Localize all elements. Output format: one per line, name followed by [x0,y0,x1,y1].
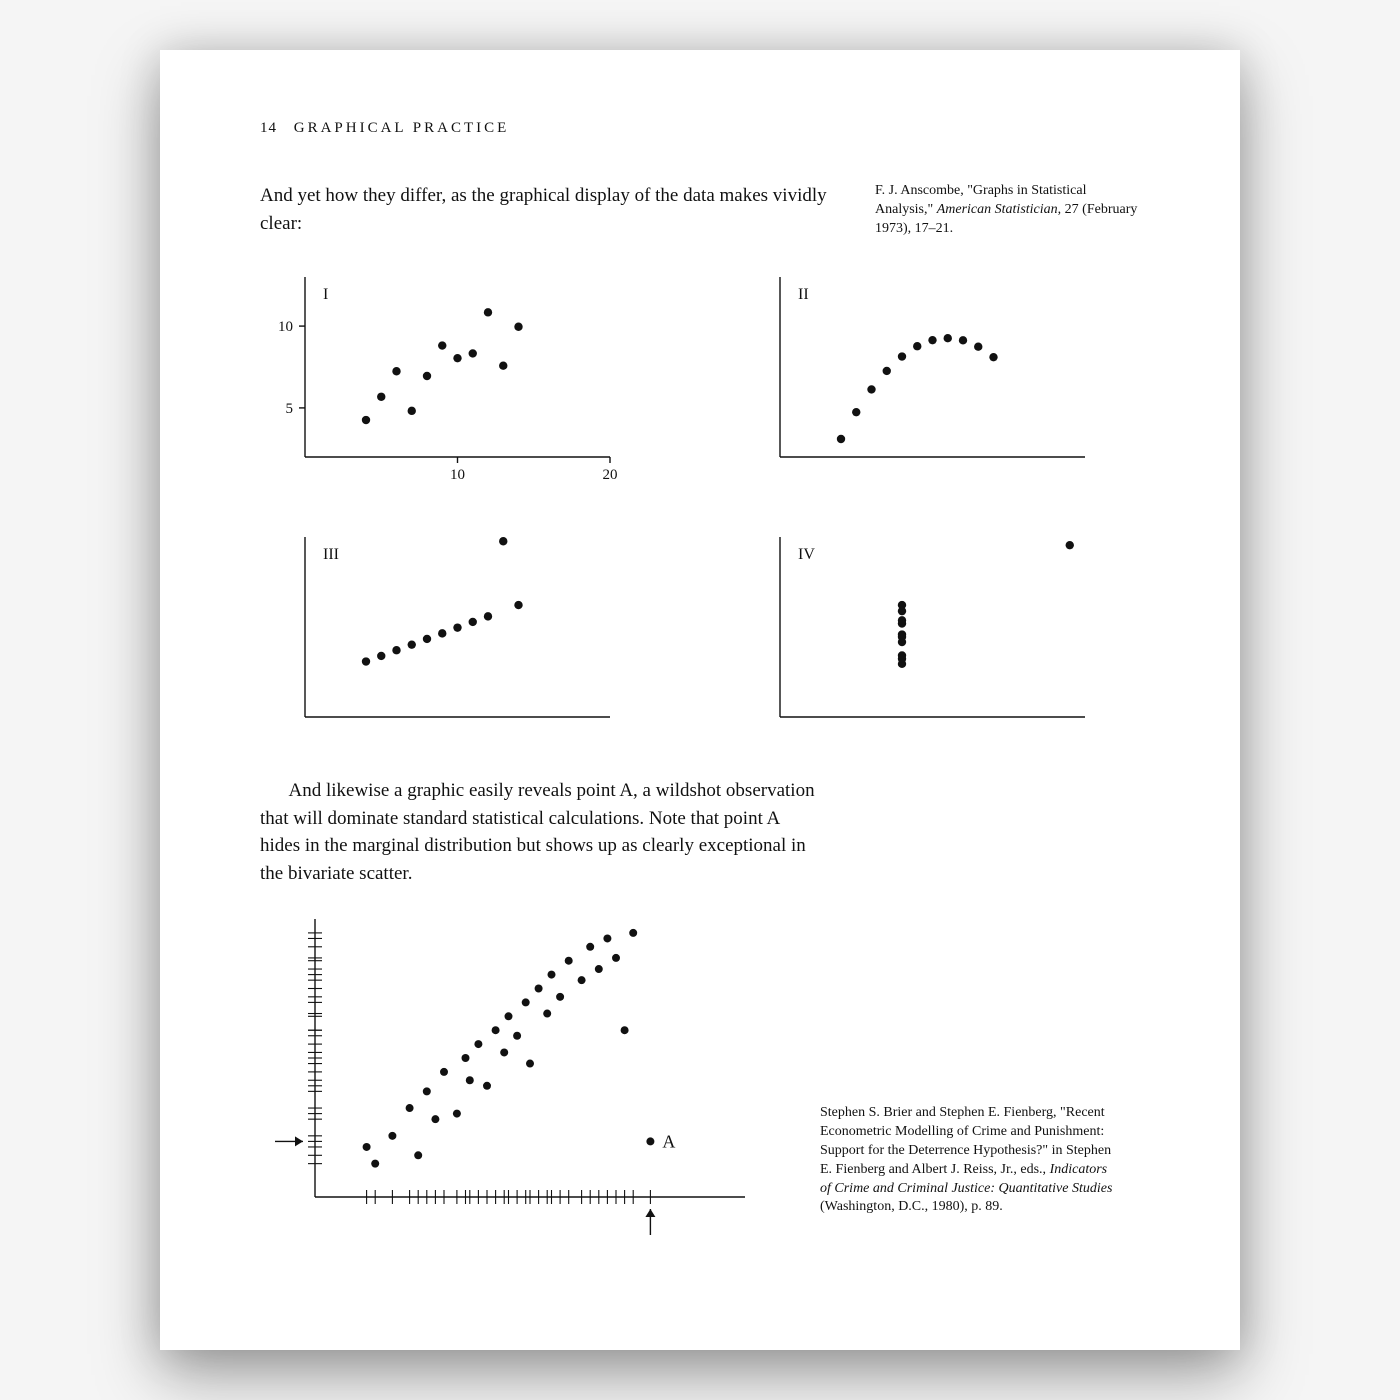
svg-text:A: A [662,1132,675,1152]
svg-text:III: III [323,546,339,563]
svg-text:5: 5 [286,401,294,417]
panel-III: III [260,527,620,747]
running-title: GRAPHICAL PRACTICE [294,120,510,136]
svg-text:II: II [798,286,809,303]
mid-paragraph: And likewise a graphic easily reveals po… [260,777,820,887]
book-page: 14 GRAPHICAL PRACTICE And yet how they d… [160,50,1240,1350]
citation2-rest: (Washington, D.C., 1980), p. 89. [820,1199,1003,1214]
anscombe-quartet: 10 20 5 10 I II III IV [260,267,1140,747]
panel-II: II [735,267,1095,487]
svg-text:IV: IV [798,546,815,563]
running-head: 14 GRAPHICAL PRACTICE [260,120,1140,137]
citation-journal: American Statistician [937,202,1058,217]
svg-text:10: 10 [278,319,293,335]
citation-author: F. J. Anscombe, [875,183,964,198]
citation2-authors: Stephen S. Brier and Stephen E. Fienberg… [820,1105,1057,1120]
bivariate-scatter: A [260,907,760,1247]
panel-IV: IV [735,527,1095,747]
svg-text:20: 20 [603,467,618,483]
citation-anscombe: F. J. Anscombe, "Graphs in Statistical A… [875,182,1140,239]
lead-paragraph: And yet how they differ, as the graphica… [260,182,835,237]
svg-text:10: 10 [450,467,465,483]
citation-brier-fienberg: Stephen S. Brier and Stephen E. Fienberg… [820,1104,1120,1217]
svg-text:I: I [323,286,328,303]
page-number: 14 [260,120,277,136]
panel-I: 10 20 5 10 I [260,267,620,487]
